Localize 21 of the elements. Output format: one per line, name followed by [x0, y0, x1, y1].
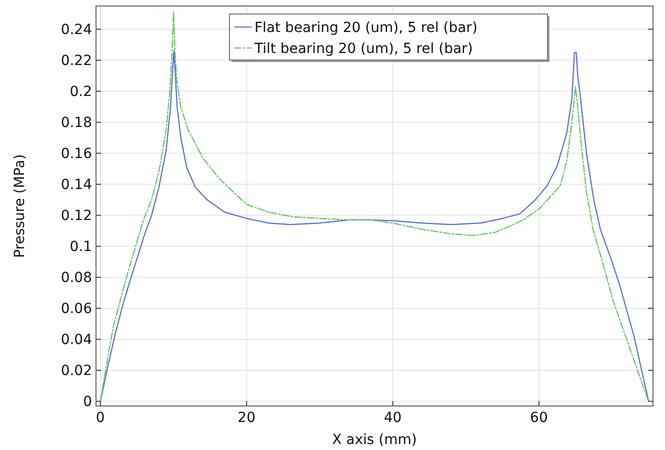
legend-label: Tilt bearing 20 (um), 5 rel (bar)	[254, 40, 473, 57]
y-tick-label: 0.18	[60, 115, 92, 132]
y-tick-label: 0.24	[60, 22, 92, 38]
x-tick-label: 0	[96, 410, 105, 426]
x-tick-label: 20	[238, 410, 256, 426]
y-tick-label: 0	[83, 394, 92, 410]
y-tick-label: 0.16	[60, 146, 92, 162]
y-tick-label: 0.06	[60, 301, 92, 318]
x-tick-label: 60	[530, 410, 548, 426]
y-tick-label: 0.14	[60, 177, 92, 194]
y-tick-label: 0.04	[60, 332, 92, 348]
x-axis-title: X axis (mm)	[332, 432, 417, 448]
y-tick-label: 0.08	[60, 270, 92, 286]
x-tick-label: 40	[384, 410, 402, 426]
y-tick-label: 0.2	[70, 84, 92, 100]
y-tick-label: 0.12	[60, 208, 92, 224]
y-tick-label: 0.02	[60, 363, 92, 380]
y-tick-label: 0.22	[60, 53, 92, 70]
y-axis-title: Pressure (MPa)	[12, 154, 28, 258]
y-tick-label: 0.1	[70, 239, 92, 256]
legend-label: Flat bearing 20 (um), 5 rel (bar)	[254, 20, 478, 36]
